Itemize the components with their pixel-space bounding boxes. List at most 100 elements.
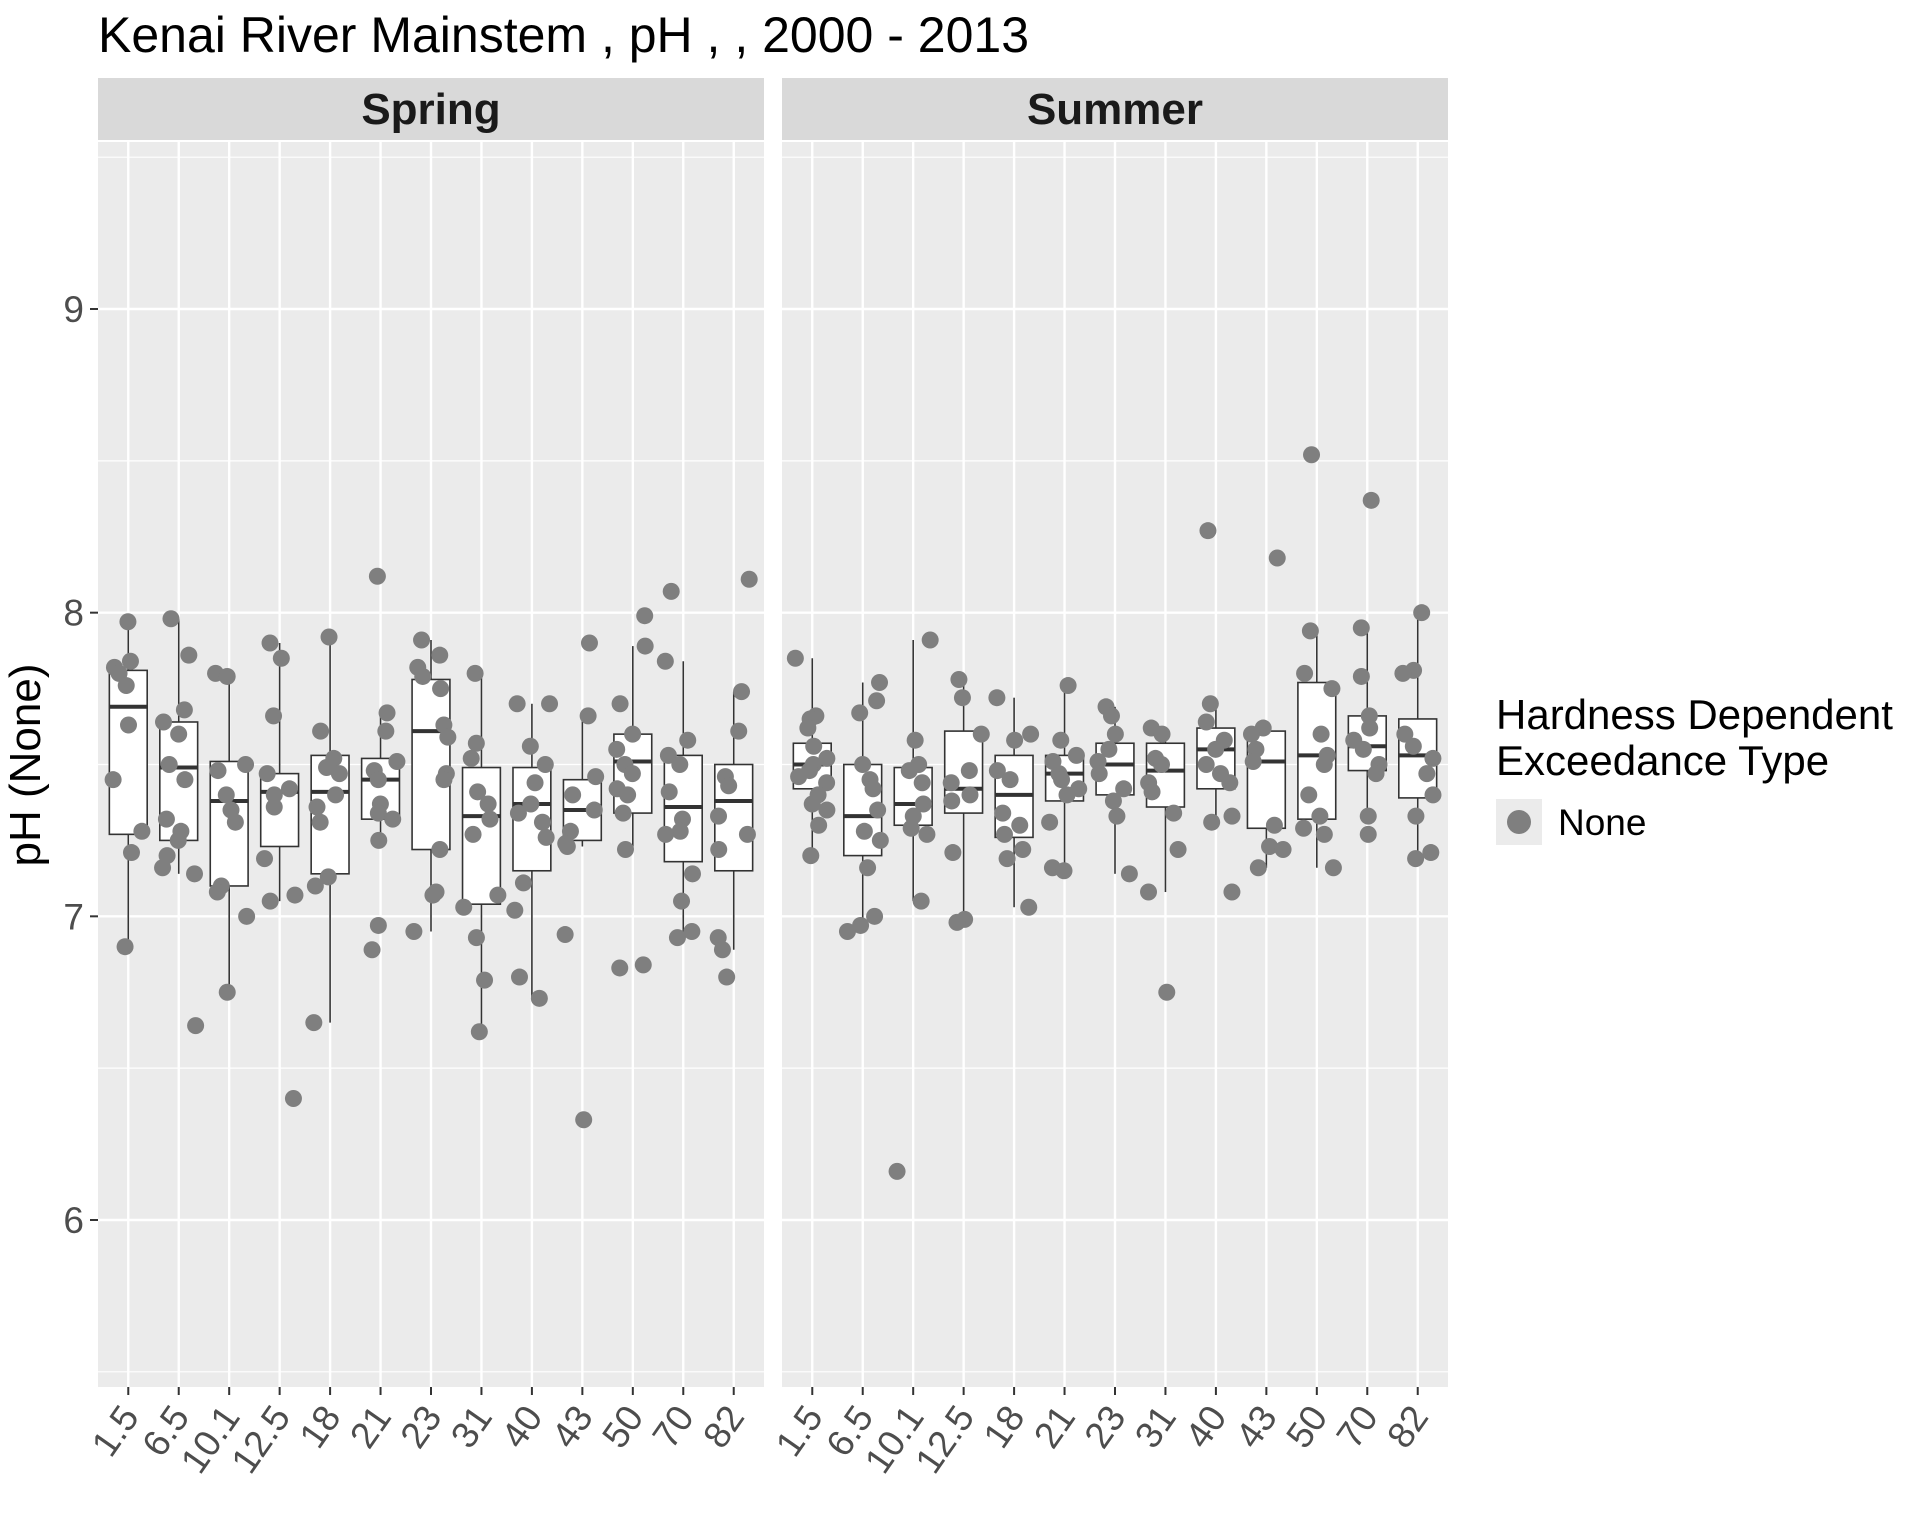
data-point: [1352, 619, 1370, 637]
data-point: [265, 786, 283, 804]
data-point: [740, 570, 758, 588]
box-body: [108, 669, 148, 836]
data-point: [330, 765, 348, 783]
data-point: [157, 810, 175, 828]
data-point: [944, 844, 962, 862]
data-point: [900, 762, 918, 780]
data-point: [530, 989, 548, 1007]
data-point: [284, 1090, 302, 1108]
data-point: [176, 771, 194, 789]
data-point: [489, 886, 507, 904]
x-tick-label: 12.5: [223, 1398, 298, 1481]
data-point: [464, 825, 482, 843]
data-point: [1295, 819, 1313, 837]
data-point: [133, 822, 151, 840]
data-point: [868, 692, 886, 710]
data-point: [1424, 786, 1442, 804]
data-point: [116, 938, 134, 956]
data-point: [1312, 725, 1330, 743]
data-point: [1244, 752, 1262, 770]
data-point: [671, 756, 689, 773]
data-point: [306, 877, 324, 895]
chart-title: Kenai River Mainstem , pH , , 2000 - 201…: [98, 7, 1029, 63]
data-point: [1055, 862, 1073, 880]
data-point: [1221, 774, 1239, 792]
data-point: [585, 801, 603, 819]
data-point: [1362, 491, 1380, 509]
data-point: [961, 786, 979, 804]
data-point: [509, 804, 527, 822]
data-point: [439, 728, 457, 746]
data-point: [541, 695, 559, 713]
data-point: [286, 886, 304, 904]
data-point: [636, 607, 654, 625]
data-point: [683, 865, 701, 883]
data-point: [369, 804, 387, 822]
data-point: [208, 883, 226, 901]
data-point: [1169, 841, 1187, 859]
data-point: [1424, 749, 1442, 767]
data-point: [623, 765, 641, 783]
data-point: [611, 695, 629, 713]
x-tick-label: 23: [1076, 1398, 1133, 1455]
x-tick-label: 50: [594, 1398, 651, 1455]
data-point: [122, 844, 140, 862]
data-point: [162, 610, 180, 628]
data-point: [634, 956, 652, 974]
data-point: [558, 837, 576, 855]
data-point: [902, 819, 920, 837]
data-point: [1407, 807, 1425, 825]
data-point: [369, 771, 387, 789]
data-point: [614, 804, 632, 822]
data-point: [673, 892, 691, 910]
data-point: [988, 689, 1006, 707]
data-point: [1359, 825, 1377, 843]
data-point: [851, 704, 869, 722]
data-point: [170, 725, 188, 743]
data-point: [120, 716, 138, 734]
data-point: [432, 680, 450, 698]
data-point: [575, 1111, 593, 1129]
data-point: [1404, 737, 1422, 755]
data-point: [859, 859, 877, 877]
facet-strip-label: Spring: [361, 85, 500, 134]
facet-strip: [98, 78, 764, 140]
data-point: [988, 762, 1006, 780]
data-point: [942, 774, 960, 792]
data-point: [720, 777, 738, 795]
data-point: [414, 667, 432, 685]
data-point: [481, 810, 499, 828]
data-point: [818, 801, 836, 819]
data-point: [405, 923, 423, 941]
data-point: [470, 1023, 488, 1041]
data-point: [1265, 816, 1283, 834]
data-point: [556, 926, 574, 944]
data-point: [995, 825, 1013, 843]
data-point: [319, 868, 337, 886]
data-point: [311, 813, 329, 831]
data-point: [1315, 756, 1333, 773]
legend-entry-label: None: [1558, 802, 1646, 843]
data-point: [384, 810, 402, 828]
data-point: [256, 850, 274, 868]
data-point: [869, 801, 887, 819]
x-tick-label: 1.5: [768, 1398, 831, 1464]
data-point: [368, 567, 386, 585]
data-point: [1394, 664, 1412, 682]
data-point: [1274, 841, 1292, 859]
data-point: [838, 923, 856, 941]
data-point: [921, 631, 939, 649]
data-point: [467, 734, 485, 752]
data-point: [619, 786, 637, 804]
data-point: [431, 646, 449, 664]
data-point: [564, 786, 582, 804]
x-tick-label: 23: [392, 1398, 449, 1455]
y-axis-title: pH (None): [1, 664, 50, 867]
data-point: [912, 892, 930, 910]
data-point: [710, 807, 728, 825]
data-point: [238, 907, 256, 925]
data-point: [312, 722, 330, 740]
data-point: [186, 865, 204, 883]
data-point: [522, 795, 540, 813]
data-point: [818, 774, 836, 792]
